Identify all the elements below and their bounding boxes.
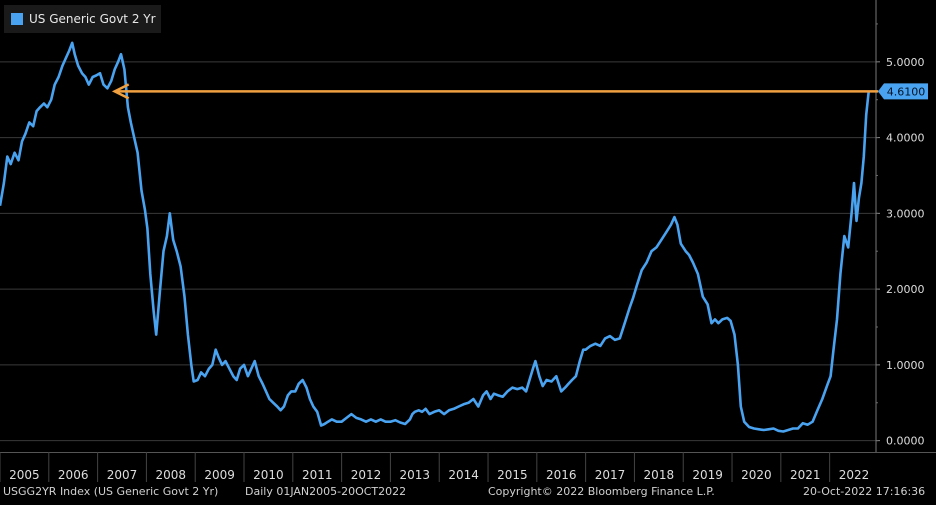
x-tick-label: 2013	[400, 468, 431, 482]
x-tick-label: 2005	[9, 468, 40, 482]
annotation-layer: 4.6100	[111, 83, 928, 100]
series-layer	[0, 41, 870, 433]
x-axis: 2005 2006 2007 2008 2009 2010 2011 2012 2013 2014…	[0, 452, 936, 482]
footer: USGG2YR Index (US Generic Govt 2 Yr) Dai…	[0, 484, 936, 501]
x-tick-label: 2017	[595, 468, 626, 482]
y-tick-label: 0.0000	[886, 435, 925, 448]
x-tick-label: 2012	[351, 468, 382, 482]
y-tick-label: 1.0000	[886, 359, 925, 372]
x-tick-label: 2019	[692, 468, 723, 482]
x-tick-label: 2016	[546, 468, 577, 482]
x-tick-label: 2021	[790, 468, 821, 482]
legend: US Generic Govt 2 Yr	[4, 5, 161, 33]
x-tick-label: 2007	[107, 468, 138, 482]
y-tick-label: 2.0000	[886, 283, 925, 296]
x-tick-label: 2015	[497, 468, 528, 482]
x-tick-label: 2006	[58, 468, 89, 482]
x-tick-label: 2008	[156, 468, 187, 482]
x-tick-label: 2014	[448, 468, 479, 482]
y-axis: 0.0000 1.0000 2.0000 3.0000 4.0000 5.0000	[875, 0, 925, 452]
x-tick-label: 2009	[204, 468, 235, 482]
y-tick-label: 5.0000	[886, 56, 925, 69]
legend-label: US Generic Govt 2 Yr	[29, 12, 156, 26]
y-tick-label: 4.0000	[886, 132, 925, 145]
x-tick-label: 2010	[253, 468, 284, 482]
x-tick-label: 2020	[741, 468, 772, 482]
footer-index: USGG2YR Index (US Generic Govt 2 Yr)	[3, 485, 219, 498]
arrow-head	[111, 83, 130, 100]
legend-swatch	[11, 13, 23, 25]
footer-copyright: Copyright© 2022 Bloomberg Finance L.P.	[488, 485, 715, 498]
last-value-label: 4.6100	[887, 85, 926, 98]
y-tick-label: 3.0000	[886, 207, 925, 220]
x-tick-label: 2018	[644, 468, 675, 482]
footer-range: Daily 01JAN2005-20OCT2022	[245, 485, 407, 498]
footer-timestamp: 20-Oct-2022 17:16:36	[803, 485, 926, 498]
x-tick-label: 2011	[302, 468, 333, 482]
x-tick-label: 2022	[839, 468, 870, 482]
last-value-badge	[878, 83, 928, 100]
series-line	[0, 41, 870, 433]
